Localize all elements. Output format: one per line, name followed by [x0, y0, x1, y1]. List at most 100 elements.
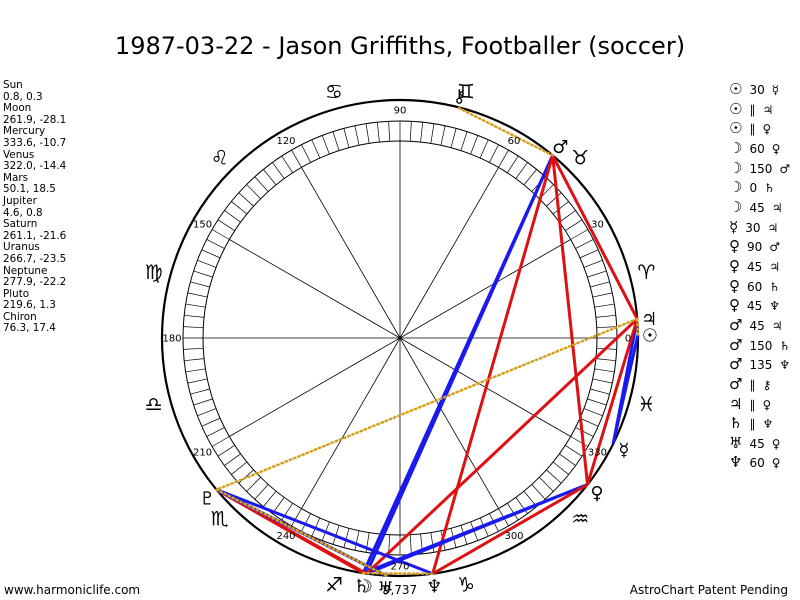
aspect-angle: 150	[749, 161, 773, 176]
aspect-row: ☽ 45 ♃	[729, 198, 799, 218]
band-tick	[231, 201, 248, 215]
planet-coordinates: 0.8, 0.3	[3, 90, 43, 103]
band-tick	[321, 135, 330, 155]
jupiter-glyph-icon: ♃	[641, 309, 657, 330]
venus-glyph-icon: ♀	[590, 483, 603, 504]
band-tick	[587, 270, 607, 278]
aspect-row: ♀ 45 ♃	[729, 257, 799, 277]
band-tick	[197, 408, 217, 417]
aspect-row: ♅ 45 ♀	[729, 434, 799, 454]
aspect-angle: 60	[749, 141, 765, 156]
band-tick	[238, 192, 254, 207]
aspect-planet-b: ♂	[769, 240, 781, 255]
footer-site-link[interactable]: www.harmoniclife.com	[4, 583, 141, 597]
aspect-angle: 60	[749, 456, 765, 471]
band-tick	[343, 128, 350, 148]
aspect-line	[216, 488, 434, 576]
band-tick	[206, 427, 225, 437]
band-tick	[217, 219, 235, 232]
planet-name: Saturn	[3, 218, 38, 231]
aspect-planet-b: ♀	[771, 436, 781, 451]
aspect-row: ☿ 30 ♃	[729, 218, 799, 238]
spoke-line	[301, 167, 401, 339]
aspect-angle: 45	[747, 259, 763, 274]
band-tick	[193, 270, 213, 278]
band-tick	[583, 408, 603, 417]
aspect-planet-b: ♆	[769, 299, 781, 314]
aspect-planet-a: ♀	[729, 296, 740, 315]
band-tick	[430, 532, 435, 553]
aspect-row: ♂ 45 ♃	[729, 316, 799, 336]
planet-name: Uranus	[3, 241, 40, 254]
aspect-line	[431, 154, 555, 575]
aspect-row: ♃ ∥ ♀	[729, 395, 799, 415]
band-tick	[281, 155, 294, 173]
aspect-line	[215, 488, 388, 577]
band-tick	[185, 368, 206, 373]
band-tick	[570, 229, 589, 240]
pluto-glyph-icon: ♇	[199, 488, 215, 509]
planet-name: Pluto	[3, 287, 30, 300]
planet-name: Chiron	[3, 310, 37, 323]
aspect-angle: 135	[749, 358, 773, 373]
band-tick	[272, 162, 285, 179]
band-tick	[409, 534, 412, 555]
aspect-row: ♀ 90 ♂	[729, 237, 799, 257]
aspect-planet-a: ☽	[729, 178, 743, 197]
band-tick	[224, 210, 241, 223]
band-tick	[197, 259, 217, 268]
band-tick	[354, 530, 360, 551]
aspect-angle: 30	[745, 220, 761, 235]
aspect-planet-b: ♃	[769, 259, 781, 274]
aspect-line	[215, 317, 639, 491]
aspect-row: ☉ 30 ☿	[729, 80, 799, 100]
band-tick	[211, 436, 230, 447]
aspect-angle: 150	[749, 338, 773, 353]
aspect-line	[551, 155, 590, 485]
aspect-row: ♀ 60 ♄	[729, 277, 799, 297]
aspect-planet-b: ♀	[771, 141, 781, 156]
aspect-row: ☽ 150 ♂	[729, 159, 799, 179]
degree-labels: 0 30 60 90 120 150 180 210 240 270 300 330	[162, 106, 631, 573]
band-tick	[592, 378, 613, 384]
band-tick	[354, 125, 360, 146]
leo-sign-icon: ♌	[211, 146, 229, 170]
band-tick	[184, 314, 205, 318]
planet-coordinates: 76.3, 17.4	[3, 322, 56, 335]
band-tick	[594, 303, 615, 308]
band-tick	[224, 453, 241, 466]
degree-label: 210	[193, 448, 212, 459]
saturn-glyph-icon: ♄	[353, 576, 369, 597]
band-tick	[546, 192, 562, 207]
degree-label: 240	[276, 531, 295, 542]
cancer-sign-icon: ♋	[325, 80, 343, 104]
band-tick	[583, 259, 603, 268]
band-tick	[595, 314, 616, 318]
band-tick	[254, 176, 269, 192]
band-tick	[479, 139, 489, 159]
aspect-angle: 30	[749, 83, 765, 97]
aspect-planet-b: ♃	[762, 102, 774, 117]
band-tick	[489, 144, 499, 163]
degree-label: 150	[193, 220, 212, 231]
band-tick	[376, 122, 380, 143]
aspect-planet-a: ♆	[729, 453, 743, 472]
virgo-sign-icon: ♍	[145, 260, 163, 284]
aspect-planet-b: ♄	[764, 181, 775, 196]
footer-patent-note: AstroChart Patent Pending	[629, 583, 788, 597]
band-tick	[587, 398, 607, 406]
band-tick	[565, 444, 583, 457]
band-tick	[190, 281, 210, 288]
mercury-glyph-icon: ☿	[618, 440, 629, 461]
neptune-glyph-icon: ♆	[426, 577, 442, 598]
bottom-position-label: 9,737	[383, 583, 417, 597]
aspect-row: ♂ 150 ♄	[729, 336, 799, 356]
aspect-planet-b: ♃	[771, 318, 783, 333]
aries-sign-icon: ♈	[637, 260, 655, 284]
band-tick	[246, 477, 261, 492]
spoke-line	[399, 167, 499, 339]
aspect-row: ☽ 0 ♄	[729, 178, 799, 198]
planet-coordinates: 261.9, -28.1	[3, 113, 67, 126]
spoke-line	[399, 337, 499, 509]
band-tick	[211, 229, 230, 240]
